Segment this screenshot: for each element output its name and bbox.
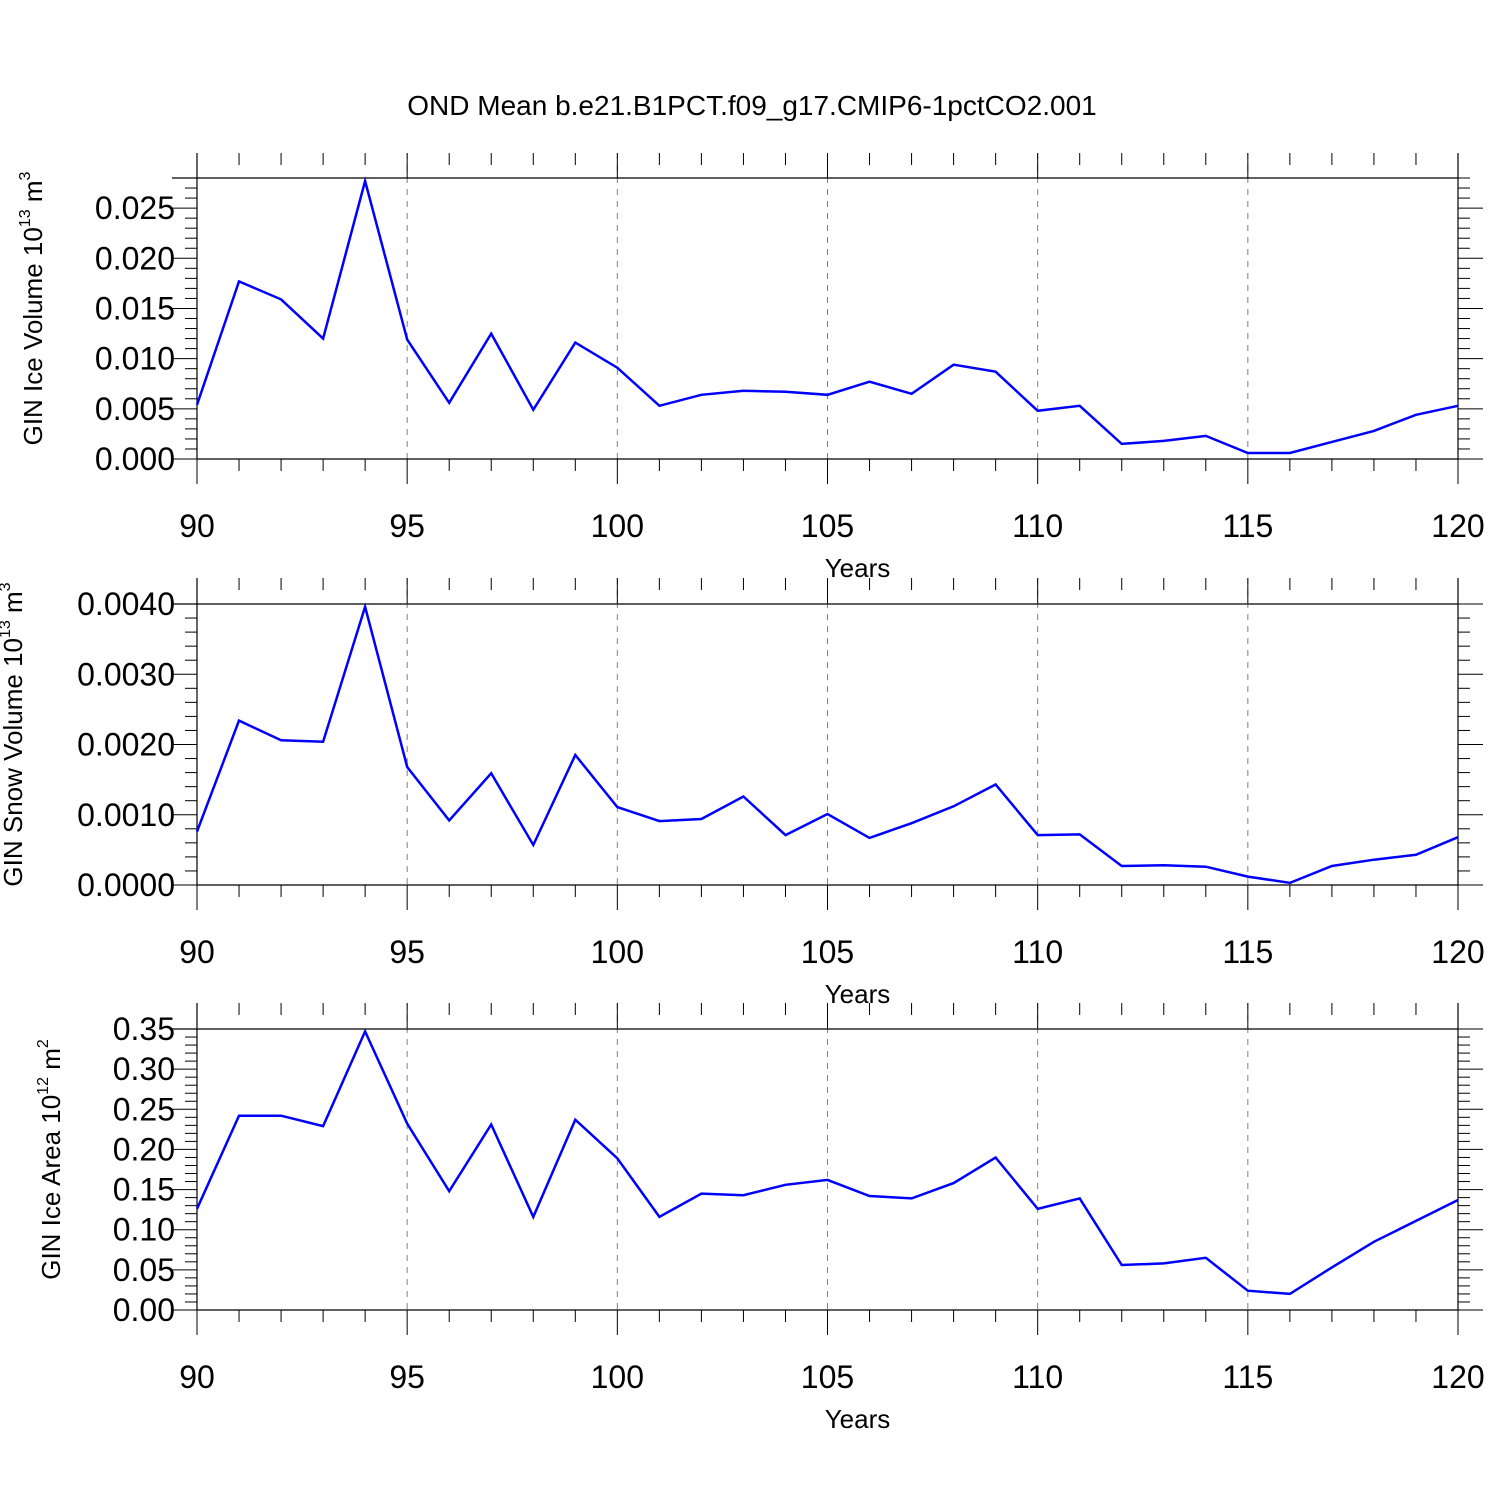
y-tick-label: 0.0010 [77,797,175,833]
panel-3: 90 95 100 105 110 115 120 0.00 0.05 0.10 0.15 0.20 0… [35,1003,1485,1434]
y-axis-label: GIN Snow Volume 1013 m3 [0,582,28,886]
x-tick-label: 100 [591,1359,644,1395]
y-tick-label: 0.35 [113,1011,175,1047]
x-tick-label: 105 [801,508,854,544]
y-tick-label: 0.0040 [77,586,175,622]
chart-title: OND Mean b.e21.B1PCT.f09_g17.CMIP6-1pctC… [407,90,1096,121]
panel-2: 90 95 100 105 110 115 120 0.0000 0.0010 0.0020 0.0… [0,578,1485,1009]
series-line [195,1028,1459,1296]
y-tick-label: 0.05 [113,1252,175,1288]
x-tick-label: 120 [1431,934,1484,970]
y-tick-label: 0.15 [113,1172,175,1208]
y-tick-label: 0.0030 [77,656,175,692]
y-tick-label: 0.010 [95,341,175,377]
panel-1: 90 95 100 105 110 115 120 0.000 0.005 0.010 0.015 0… [17,153,1485,583]
y-tick-label: 0.015 [95,290,175,326]
x-tick-label: 90 [179,508,215,544]
x-tick-label: 105 [801,934,854,970]
x-tick-label: 110 [1012,508,1063,544]
x-axis-label: Years [825,979,891,1009]
x-axis-label: Years [825,1404,891,1434]
y-tick-label: 0.00 [113,1292,175,1328]
y-tick-label: 0.000 [95,441,175,477]
y-axis-label: GIN Ice Area 1012 m2 [35,1039,66,1280]
y-axis-label: GIN Ice Volume 1013 m3 [17,171,48,445]
x-tick-label: 95 [389,934,425,970]
x-tick-label: 100 [591,508,644,544]
y-tick-label: 0.20 [113,1131,175,1167]
series-line [195,602,1459,885]
x-tick-label: 110 [1012,934,1063,970]
x-axis-label: Years [825,553,891,583]
x-tick-label: 105 [801,1359,854,1395]
y-tick-label: 0.25 [113,1091,175,1127]
x-tick-label: 120 [1431,1359,1484,1395]
y-tick-label: 0.10 [113,1212,175,1248]
x-tick-label: 90 [179,934,215,970]
x-tick-label: 90 [179,1359,215,1395]
x-tick-label: 100 [591,934,644,970]
y-tick-label: 0.020 [95,240,175,276]
y-tick-label: 0.30 [113,1051,175,1087]
y-tick-label: 0.005 [95,391,175,427]
series-line [195,176,1459,455]
x-tick-label: 115 [1222,508,1273,544]
y-tick-label: 0.025 [95,190,175,226]
x-tick-label: 95 [389,508,425,544]
y-tick-label: 0.0020 [77,727,175,763]
x-tick-label: 110 [1012,1359,1063,1395]
x-tick-label: 115 [1222,1359,1273,1395]
y-tick-label: 0.0000 [77,867,175,903]
x-tick-label: 115 [1222,934,1273,970]
x-tick-label: 120 [1431,508,1484,544]
x-tick-label: 95 [389,1359,425,1395]
